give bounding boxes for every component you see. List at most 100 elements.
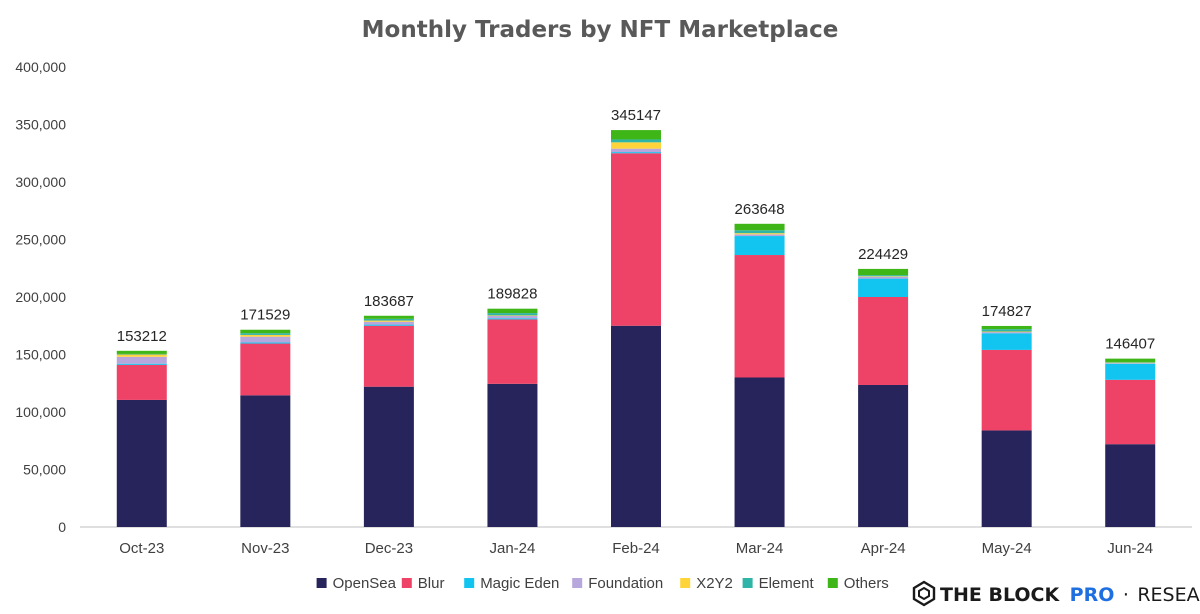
y-tick-label: 250,000 — [15, 232, 66, 248]
bar-segment-others — [487, 308, 538, 314]
bars — [116, 130, 1156, 527]
bar-segment-foundation — [611, 148, 661, 153]
bar-segment-foundation — [858, 276, 909, 279]
bar-segment-magic-eden — [981, 333, 1032, 350]
y-tick-label: 350,000 — [15, 117, 66, 133]
bar-segment-element — [734, 230, 785, 234]
bar-total-label: 345147 — [611, 107, 661, 124]
bar-total-label: 146407 — [1105, 336, 1155, 353]
bar-segment-opensea — [1105, 444, 1156, 527]
y-tick-label: 150,000 — [15, 347, 66, 363]
legend-label: Others — [844, 575, 889, 592]
bar-segment-opensea — [363, 386, 414, 527]
legend-swatch — [401, 578, 412, 588]
bar-segment-others — [240, 329, 291, 334]
bar-segment-others — [734, 223, 785, 231]
bar-segment-magic-eden — [611, 152, 661, 154]
bar-segment-x2y2 — [611, 142, 661, 149]
bar-segment-blur — [116, 364, 167, 400]
bar-segment-blur — [981, 349, 1032, 431]
x-tick-label: Apr-24 — [861, 540, 906, 557]
bar-total-label: 263648 — [735, 201, 785, 218]
bar-segment-magic-eden — [363, 324, 414, 326]
bar-segment-opensea — [734, 377, 785, 527]
bar-segment-others — [116, 350, 167, 354]
y-tick-label: 100,000 — [15, 404, 66, 420]
bar-segment-x2y2 — [858, 276, 909, 277]
bar-segment-element — [1105, 361, 1156, 363]
bar-segment-opensea — [858, 384, 909, 527]
bar-total-label: 183687 — [364, 293, 414, 310]
bar-total-label: 224429 — [858, 246, 908, 263]
y-tick-label: 0 — [58, 519, 66, 535]
bar-segment-opensea — [240, 395, 291, 527]
bar-segment-x2y2 — [240, 334, 291, 337]
bar-segment-foundation — [1105, 363, 1156, 364]
bar-segment-blur — [611, 153, 661, 326]
x-tick-label: Oct-23 — [119, 540, 164, 557]
legend-swatch — [680, 578, 691, 588]
bar-segment-blur — [240, 343, 291, 396]
bar-segment-magic-eden — [1105, 363, 1156, 380]
bar-segment-x2y2 — [363, 320, 414, 322]
bar-segment-blur — [858, 297, 909, 385]
x-tick-label: Feb-24 — [612, 540, 660, 557]
brand-pro: PRO — [1070, 584, 1115, 606]
bar-segment-magic-eden — [734, 236, 785, 256]
legend-label: Blur — [418, 575, 445, 592]
legend: OpenSea Blur Magic Eden Foundation X2Y2 Eleme… — [316, 575, 889, 592]
bar-segment-blur — [363, 325, 414, 387]
bar-segment-magic-eden — [240, 342, 291, 344]
bar-segment-foundation — [240, 336, 291, 343]
bar-segment-x2y2 — [487, 315, 538, 316]
bar-segment-opensea — [487, 383, 538, 527]
chart-title: Monthly Traders by NFT Marketplace — [362, 17, 839, 43]
bar-total-label: 174827 — [982, 303, 1032, 320]
bar-segment-foundation — [981, 332, 1032, 334]
bar-segment-foundation — [116, 356, 167, 364]
bar-segment-x2y2 — [1105, 362, 1156, 364]
bar-segment-others — [858, 268, 909, 276]
brand-research: RESEARCH — [1137, 584, 1200, 606]
x-tick-label: Jan-24 — [490, 540, 536, 557]
bar-segment-blur — [734, 255, 785, 378]
legend-label: Element — [759, 575, 815, 592]
bar-segment-foundation — [734, 234, 785, 237]
bar-segment-magic-eden — [858, 278, 909, 297]
x-tick-label: May-24 — [982, 540, 1032, 557]
y-tick-label: 50,000 — [23, 462, 66, 478]
bar-segment-opensea — [116, 399, 167, 527]
y-tick-label: 300,000 — [15, 174, 66, 190]
legend-swatch — [572, 578, 583, 588]
bar-segment-element — [487, 313, 538, 316]
x-tick-label: Nov-23 — [241, 540, 289, 557]
bar-total-label: 189828 — [487, 286, 537, 303]
total-labels: 153212 171529 183687 189828 345147 263648 2244… — [117, 107, 1156, 353]
bar-segment-others — [1105, 358, 1156, 362]
legend-label: Foundation — [588, 575, 663, 592]
bar-segment-blur — [487, 319, 538, 384]
y-tick-label: 200,000 — [15, 289, 66, 305]
bar-segment-element — [116, 353, 167, 355]
x-tick-label: Jun-24 — [1107, 540, 1153, 557]
bar-segment-element — [858, 275, 909, 277]
bar-segment-element — [611, 139, 661, 143]
bar-segment-magic-eden — [487, 318, 538, 320]
bar-segment-element — [240, 333, 291, 335]
bar-segment-x2y2 — [981, 331, 1032, 333]
bar-segment-element — [981, 329, 1032, 332]
legend-label: OpenSea — [333, 575, 397, 592]
legend-swatch — [464, 578, 475, 588]
bar-segment-x2y2 — [116, 354, 167, 357]
bar-segment-opensea — [981, 430, 1032, 527]
bar-segment-element — [363, 318, 414, 321]
legend-swatch — [827, 578, 838, 588]
legend-swatch — [316, 578, 327, 588]
bar-segment-opensea — [611, 325, 661, 527]
bar-segment-blur — [1105, 379, 1156, 445]
bar-segment-others — [363, 315, 414, 319]
brand-name: THE BLOCK — [940, 584, 1060, 606]
bar-segment-x2y2 — [734, 233, 785, 235]
x-tick-label: Dec-23 — [365, 540, 413, 557]
